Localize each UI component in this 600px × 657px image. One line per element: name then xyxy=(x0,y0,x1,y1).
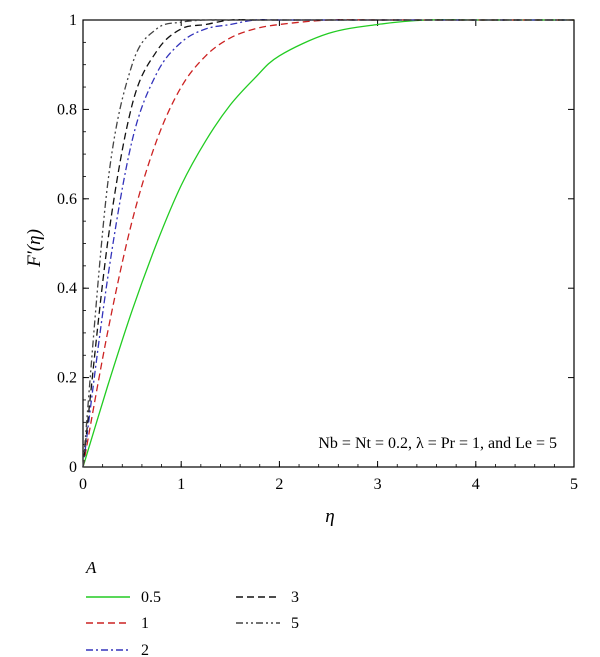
chart-annotation: Nb = Nt = 0.2, λ = Pr = 1, and Le = 5 xyxy=(318,435,557,452)
x-tick-label: 1 xyxy=(177,476,185,493)
x-tick-label: 2 xyxy=(275,476,283,493)
y-tick-label: 1 xyxy=(69,12,77,29)
legend: A 0.5 1 2 3 5 xyxy=(85,558,299,657)
y-tick-label: 0.4 xyxy=(57,280,77,297)
legend-label: 5 xyxy=(291,615,299,632)
y-tick-label: 0.6 xyxy=(57,191,77,208)
y-tick-label: 0.8 xyxy=(57,101,77,118)
y-axis: 0 0.2 0.4 0.6 0.8 1 xyxy=(57,12,574,476)
x-tick-label: 5 xyxy=(570,476,578,493)
legend-label: 0.5 xyxy=(141,589,161,606)
series-lines xyxy=(82,19,574,468)
y-tick-label: 0 xyxy=(69,459,77,476)
legend-title: A xyxy=(85,558,97,577)
legend-label: 1 xyxy=(141,615,149,632)
x-tick-label: 4 xyxy=(472,476,480,493)
series-line-A-0.5 xyxy=(82,19,574,468)
series-line-A-5 xyxy=(82,19,574,468)
x-tick-label: 3 xyxy=(374,476,382,493)
legend-label: 2 xyxy=(141,642,149,657)
x-tick-label: 0 xyxy=(79,476,87,493)
x-axis-label: η xyxy=(325,506,334,527)
series-line-A-1 xyxy=(82,19,574,468)
y-axis-label: F′(η) xyxy=(24,229,45,268)
legend-label: 3 xyxy=(291,589,299,606)
y-tick-label: 0.2 xyxy=(57,370,77,387)
x-axis: 0 1 2 3 4 5 xyxy=(79,20,578,493)
